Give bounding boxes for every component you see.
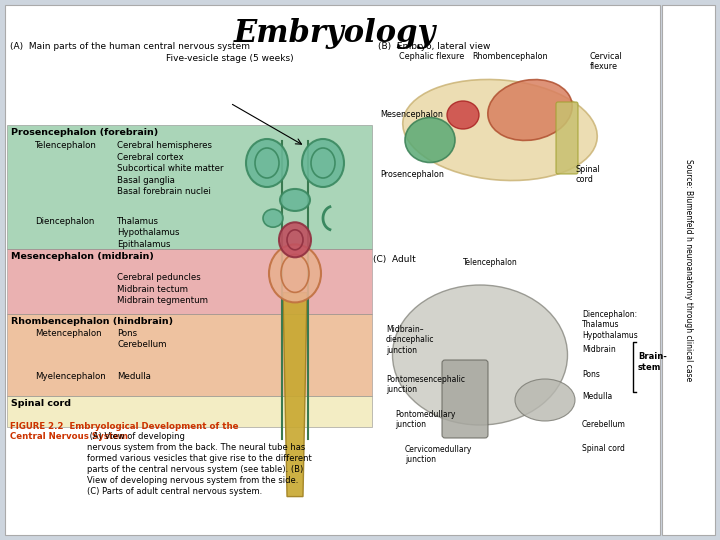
Text: Central Nervous System: Central Nervous System — [10, 432, 128, 441]
Text: Rhombencephalon: Rhombencephalon — [472, 52, 548, 61]
Text: Cerebellum: Cerebellum — [582, 420, 626, 429]
Text: Thalamus
Hypothalamus
Epithalamus: Thalamus Hypothalamus Epithalamus — [117, 217, 179, 248]
Text: Spinal cord: Spinal cord — [582, 444, 625, 453]
Text: Telencephalon: Telencephalon — [35, 141, 97, 151]
Text: Spinal
cord: Spinal cord — [575, 165, 600, 184]
Bar — [7, 314, 372, 396]
Text: Medulla: Medulla — [582, 392, 612, 401]
Text: (A)  Main parts of the human central nervous system: (A) Main parts of the human central nerv… — [10, 42, 250, 51]
Text: Diencephalon:
Thalamus
Hypothalamus: Diencephalon: Thalamus Hypothalamus — [582, 310, 638, 340]
Ellipse shape — [263, 209, 283, 227]
Text: Metencephalon: Metencephalon — [35, 329, 102, 338]
Text: Embryology: Embryology — [234, 18, 436, 49]
Bar — [662, 5, 715, 535]
Text: Cephalic flexure: Cephalic flexure — [400, 52, 464, 61]
Text: Midbrain–
diencephalic
junction: Midbrain– diencephalic junction — [386, 325, 434, 355]
Text: Rhombencephalon (hindbrain): Rhombencephalon (hindbrain) — [11, 317, 173, 326]
Text: Spinal cord: Spinal cord — [11, 399, 71, 408]
Text: (A) View of developing
nervous system from the back. The neural tube has
formed : (A) View of developing nervous system fr… — [87, 432, 312, 496]
Bar — [7, 125, 372, 249]
Text: FIGURE 2.2  Embryological Development of the: FIGURE 2.2 Embryological Development of … — [10, 422, 238, 431]
Text: Cerebral peduncles
Midbrain tectum
Midbrain tegmentum: Cerebral peduncles Midbrain tectum Midbr… — [117, 273, 208, 305]
Text: Prosencephalon (forebrain): Prosencephalon (forebrain) — [11, 127, 158, 137]
Text: Pontomedullary
junction: Pontomedullary junction — [395, 410, 455, 429]
Ellipse shape — [405, 118, 455, 163]
Text: Source: Blumenfeld h neuroanatomy through clinical case: Source: Blumenfeld h neuroanatomy throug… — [683, 159, 693, 381]
Text: Diencephalon: Diencephalon — [35, 217, 94, 226]
Text: (B)  Embryo, lateral view: (B) Embryo, lateral view — [378, 42, 490, 51]
Ellipse shape — [392, 285, 567, 425]
Text: Cerebral hemispheres
Cerebral cortex
Subcortical white matter
Basal ganglia
Basa: Cerebral hemispheres Cerebral cortex Sub… — [117, 141, 223, 196]
Bar — [7, 396, 372, 427]
Ellipse shape — [302, 139, 344, 187]
Ellipse shape — [279, 222, 311, 257]
Text: Mesencephalon (midbrain): Mesencephalon (midbrain) — [11, 252, 154, 261]
Text: Five-vesicle stage (5 weeks): Five-vesicle stage (5 weeks) — [166, 54, 294, 63]
Ellipse shape — [246, 139, 288, 187]
Polygon shape — [283, 293, 307, 497]
Text: Cervical
flexure: Cervical flexure — [590, 52, 623, 71]
Bar — [7, 249, 372, 314]
Ellipse shape — [515, 379, 575, 421]
Ellipse shape — [269, 245, 321, 302]
Text: Myelencephalon: Myelencephalon — [35, 372, 106, 381]
Ellipse shape — [402, 79, 597, 180]
Text: Medulla: Medulla — [117, 372, 151, 381]
Ellipse shape — [280, 189, 310, 211]
Text: Pons
Cerebellum: Pons Cerebellum — [117, 329, 166, 349]
Ellipse shape — [447, 101, 479, 129]
FancyBboxPatch shape — [556, 102, 578, 174]
Text: Pontomesencephalic
junction: Pontomesencephalic junction — [386, 375, 465, 394]
Text: Mesencephalon: Mesencephalon — [380, 110, 443, 119]
Text: (C)  Adult: (C) Adult — [373, 255, 415, 264]
FancyBboxPatch shape — [442, 360, 488, 438]
Text: Cervicomedullary
junction: Cervicomedullary junction — [405, 445, 472, 464]
Text: Pons: Pons — [582, 370, 600, 379]
Text: Midbrain: Midbrain — [582, 345, 616, 354]
Text: Brain-
stem: Brain- stem — [638, 352, 667, 372]
Text: Telencephalon: Telencephalon — [463, 258, 518, 267]
Ellipse shape — [488, 79, 572, 140]
Text: Prosencephalon: Prosencephalon — [380, 170, 444, 179]
